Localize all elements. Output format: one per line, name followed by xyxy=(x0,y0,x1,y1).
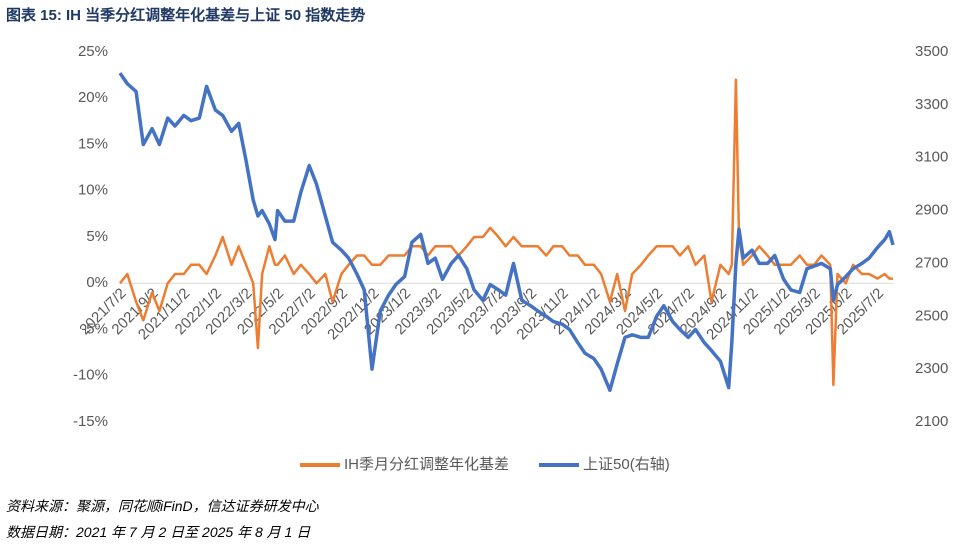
chart-title: 图表 15: IH 当季分红调整年化基差与上证 50 指数走势 xyxy=(6,6,365,24)
source: 资料来源：聚源，同花顺iFinD，信达证券研发中心 xyxy=(6,498,320,514)
series-line xyxy=(119,78,893,387)
y-tick-label: 20% xyxy=(78,89,108,106)
series-line xyxy=(118,72,895,393)
y2-tick-label: 3500 xyxy=(915,43,948,60)
y-tick-label: -10% xyxy=(73,367,108,384)
y2-tick-label: 2500 xyxy=(915,307,948,324)
y-tick-label: 15% xyxy=(78,135,108,152)
legend-label: IH季月分红调整年化基差 xyxy=(344,456,509,473)
y2-tick-label: 2300 xyxy=(915,360,948,377)
y-tick-label: 0% xyxy=(86,274,108,291)
note: 数据日期：2021 年 7 月 2 日至 2025 年 8 月 1 日 xyxy=(6,524,311,540)
y2-tick-label: 3100 xyxy=(915,149,948,166)
y-tick-label: -15% xyxy=(73,413,108,430)
y2-tick-label: 2900 xyxy=(915,202,948,219)
y-tick-label: 5% xyxy=(86,228,108,245)
y2-tick-label: 3300 xyxy=(915,96,948,113)
y2-tick-label: 2700 xyxy=(915,254,948,271)
legend-label: 上证50(右轴) xyxy=(583,456,670,473)
y-tick-label: -5% xyxy=(81,320,108,337)
y-tick-label: 25% xyxy=(78,43,108,60)
y-tick-label: 10% xyxy=(78,182,108,199)
y2-tick-label: 2100 xyxy=(915,413,948,430)
